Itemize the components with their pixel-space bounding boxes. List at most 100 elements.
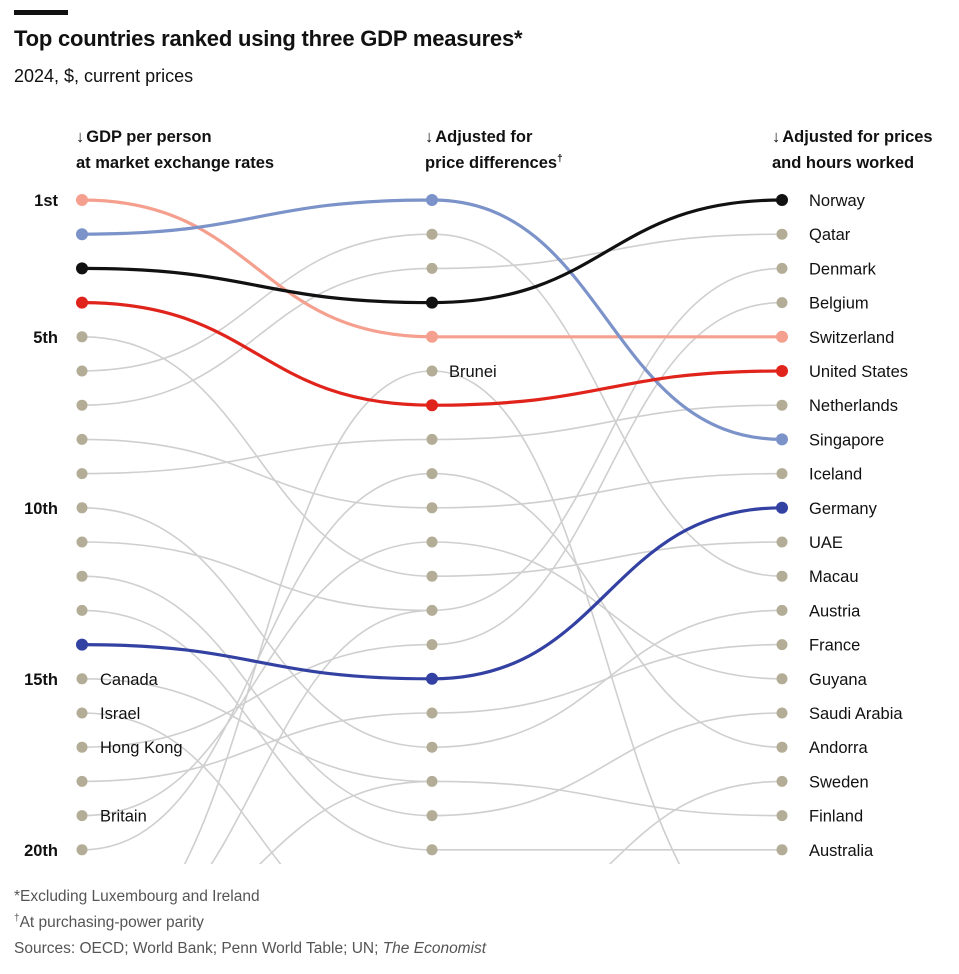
down-arrow-icon: ↓	[76, 128, 85, 146]
background-link	[81, 712, 282, 864]
country-label-right: Norway	[809, 192, 866, 210]
rank-dot	[426, 365, 438, 377]
column-header-line1: GDP per person	[86, 128, 212, 146]
rank-dot	[426, 262, 438, 274]
sources-text: Sources: OECD; World Bank; Penn World Ta…	[14, 940, 383, 957]
country-label-right: Singapore	[809, 431, 884, 449]
background-link	[431, 404, 783, 441]
column-header-line2: price differences	[425, 154, 558, 172]
rank-dot	[776, 604, 788, 616]
series-dot-norway	[76, 262, 88, 275]
country-label-right: Netherlands	[809, 397, 898, 415]
rank-dot	[426, 228, 438, 240]
rank-tick-label: 5th	[33, 329, 58, 347]
rank-dot	[426, 433, 438, 445]
series-dot-switzerland	[776, 330, 788, 343]
chart-subtitle: 2024, $, current prices	[14, 66, 194, 86]
background-link	[81, 678, 433, 783]
footnote-sources: Sources: OECD; World Bank; Penn World Ta…	[14, 940, 486, 958]
background-link	[81, 643, 433, 748]
rank-dot	[426, 604, 438, 616]
series-dot-united-states	[426, 399, 438, 412]
country-label-right: France	[809, 637, 860, 655]
series-dot-germany	[76, 638, 88, 651]
background-link	[431, 267, 783, 612]
background-link	[81, 438, 433, 475]
footnote-ppp: †At purchasing-power parity	[14, 912, 204, 932]
country-label-left: Israel	[100, 705, 140, 723]
rank-dot	[76, 707, 88, 719]
country-label-right: Denmark	[809, 260, 877, 278]
rank-dot	[426, 810, 438, 822]
background-link	[431, 541, 783, 577]
rank-dot	[76, 536, 88, 548]
sources-publication: The Economist	[382, 940, 487, 957]
column-header-hours-adjusted: ↓ Adjusted for prices and hours worked	[772, 124, 933, 176]
series-line-germany	[430, 506, 784, 681]
series-dot-united-states	[76, 296, 88, 309]
background-link	[431, 472, 783, 509]
country-label-middle: Brunei	[449, 363, 497, 381]
rank-dot	[76, 673, 88, 685]
rank-dot	[76, 844, 88, 856]
country-label-right: Sweden	[809, 773, 869, 791]
background-link	[81, 541, 433, 817]
country-label-right: Switzerland	[809, 329, 894, 347]
column-header-line1: Adjusted for	[435, 128, 533, 146]
series-dot-switzerland	[76, 194, 88, 206]
rank-dot	[426, 775, 438, 787]
rank-dot	[76, 604, 88, 616]
rank-dot	[776, 570, 788, 582]
rank-tick-label: 15th	[24, 671, 58, 689]
highlighted-links	[80, 198, 784, 681]
background-link	[431, 301, 783, 646]
country-label-right: Germany	[809, 500, 878, 518]
country-label-right: Qatar	[809, 226, 851, 244]
country-label-right: Austria	[809, 602, 861, 620]
dagger-mark: †	[557, 153, 563, 165]
country-label-right: Macau	[809, 568, 859, 586]
rank-dot	[426, 502, 438, 514]
country-label-right: Iceland	[809, 466, 862, 484]
background-link	[431, 370, 681, 864]
column-header-price-adjusted: ↓ Adjusted for price differences†	[425, 124, 563, 176]
series-dot-norway	[776, 194, 788, 206]
series-dot-united-states	[776, 365, 788, 377]
rank-dot	[76, 775, 88, 787]
series-dot-singapore	[426, 194, 438, 206]
rank-tick-label: 20th	[24, 842, 58, 860]
footnote-ppp-text: At purchasing-power parity	[19, 914, 204, 931]
country-label-right: Belgium	[809, 295, 869, 313]
rank-dot	[776, 262, 788, 274]
series-line-united-states	[80, 301, 434, 407]
rank-dot	[76, 502, 88, 514]
background-link	[81, 438, 433, 509]
rank-dot	[776, 844, 788, 856]
country-label-right: UAE	[809, 534, 843, 552]
rank-dot	[776, 536, 788, 548]
rank-dot	[426, 707, 438, 719]
rank-dot	[776, 297, 788, 309]
rank-dot	[426, 570, 438, 582]
rank-dot	[76, 741, 88, 753]
background-link	[431, 233, 783, 577]
dagger-mark: †	[14, 912, 20, 924]
highlighted-dots	[76, 194, 788, 685]
background-link	[210, 609, 433, 864]
chart-title: Top countries ranked using three GDP mea…	[14, 26, 523, 51]
rank-dot	[426, 741, 438, 753]
column-header-line1: Adjusted for prices	[782, 128, 933, 146]
rank-dot	[76, 810, 88, 822]
rank-dot	[776, 707, 788, 719]
series-dot-singapore	[776, 433, 788, 446]
background-link	[258, 780, 433, 864]
background-link	[608, 780, 783, 864]
rank-dot	[776, 228, 788, 240]
rank-tick-label: 10th	[24, 500, 58, 518]
down-arrow-icon: ↓	[425, 128, 434, 146]
series-line-germany	[80, 643, 434, 681]
series-dot-germany	[776, 501, 788, 514]
background-link	[431, 609, 783, 748]
background-link	[81, 233, 433, 372]
